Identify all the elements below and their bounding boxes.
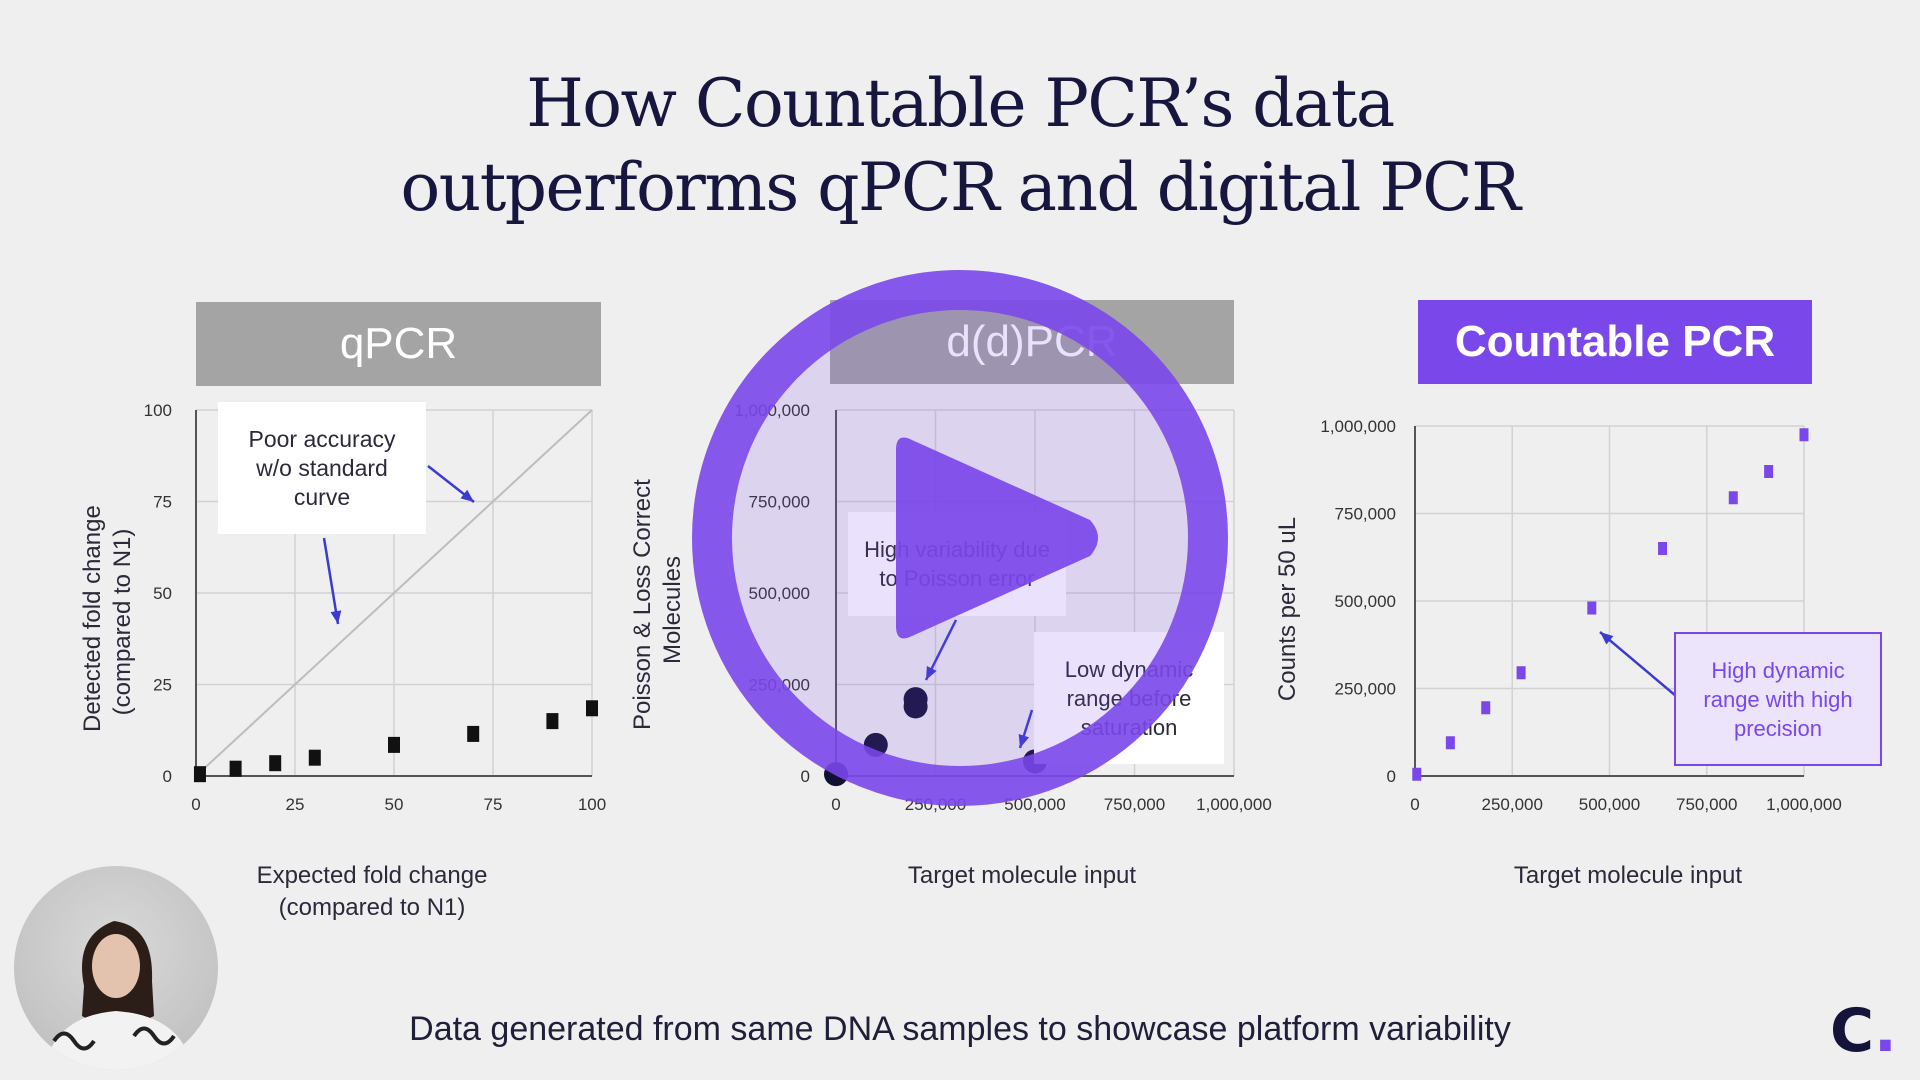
- countable-callout: High dynamic range with high precision: [1674, 632, 1882, 766]
- qpcr-arrow-points-head: [330, 610, 342, 624]
- qpcr-arrow-diagonal: [427, 465, 475, 503]
- countable-x-axis-label: Target molecule input: [1513, 862, 1743, 889]
- qpcr-y-axis-label-line2: (compared to N1): [109, 528, 136, 716]
- qpcr-data-point: [229, 760, 242, 777]
- countable-arrow-head: [1600, 632, 1614, 645]
- qpcr-x-tick: 75: [484, 795, 503, 814]
- countable-y-tick: 250,000: [1335, 680, 1396, 699]
- qpcr-data-point: [269, 755, 282, 772]
- qpcr-data-point: [193, 766, 206, 783]
- qpcr-header: qPCR: [196, 302, 601, 386]
- slide-title: How Countable PCR’s data outperforms qPC…: [0, 62, 1920, 230]
- qpcr-y-tick: 50: [153, 584, 172, 603]
- countable-y-tick: 1,000,000: [1320, 417, 1396, 436]
- qpcr-y-tick: 100: [144, 401, 172, 420]
- video-play-button[interactable]: [690, 268, 1230, 808]
- countable-x-tick: 1,000,000: [1766, 795, 1842, 814]
- qpcr-y-tick: 25: [153, 676, 172, 695]
- footer-caption: Data generated from same DNA samples to …: [409, 1010, 1511, 1048]
- qpcr-y-tick: 75: [153, 493, 172, 512]
- ddpcr-y-axis-label-line1: Poisson & Loss Correct: [629, 479, 656, 730]
- qpcr-arrow-diagonal-head: [460, 489, 474, 502]
- countable-data-point: [1799, 428, 1809, 442]
- qpcr-y-axis-label-line1: Detected fold change: [79, 505, 106, 732]
- qpcr-x-tick: 100: [578, 795, 606, 814]
- ddpcr-x-axis-label: Target molecule input: [907, 862, 1137, 889]
- logo-dot: .: [1874, 996, 1897, 1066]
- qpcr-x-axis-label-line1: Expected fold change: [256, 862, 488, 889]
- countable-pcr-header: Countable PCR: [1418, 300, 1812, 384]
- countable-data-point: [1516, 666, 1526, 680]
- qpcr-data-point: [388, 736, 400, 753]
- countable-y-tick: 0: [1387, 767, 1396, 786]
- ddpcr-y-axis-label: Poisson & Loss Correct Molecules: [628, 479, 688, 730]
- qpcr-y-axis-label: Detected fold change (compared to N1): [78, 505, 138, 732]
- slide-title-line1: How Countable PCR’s data: [526, 65, 1395, 142]
- countable-data-point: [1481, 701, 1491, 715]
- qpcr-data-point: [308, 749, 321, 766]
- presenter-silhouette-icon: [44, 921, 192, 1070]
- countable-x-tick: 750,000: [1676, 795, 1737, 814]
- countable-logo: C.: [1830, 996, 1897, 1066]
- logo-letter: C: [1830, 996, 1875, 1066]
- countable-x-tick: 500,000: [1579, 795, 1640, 814]
- countable-arrow: [1599, 631, 1677, 697]
- ddpcr-y-axis-label-line2: Molecules: [659, 555, 686, 665]
- countable-y-tick: 500,000: [1335, 592, 1396, 611]
- countable-data-point: [1587, 601, 1597, 615]
- qpcr-x-tick: 25: [286, 795, 305, 814]
- countable-data-point: [1658, 542, 1668, 555]
- qpcr-data-point: [546, 713, 559, 730]
- qpcr-callout: Poor accuracy w/o standard curve: [218, 402, 426, 534]
- qpcr-data-point: [467, 725, 480, 742]
- qpcr-x-axis-label: Expected fold change (compared to N1): [212, 860, 532, 924]
- play-icon: [896, 437, 1098, 639]
- countable-x-tick: 0: [1410, 795, 1419, 814]
- countable-data-point: [1728, 491, 1738, 505]
- countable-data-point: [1764, 465, 1774, 478]
- qpcr-y-tick: 0: [163, 767, 172, 786]
- countable-y-tick: 750,000: [1335, 505, 1396, 524]
- qpcr-x-tick: 50: [385, 795, 404, 814]
- qpcr-x-axis-label-line2: (compared to N1): [278, 894, 466, 921]
- countable-x-tick: 250,000: [1482, 795, 1543, 814]
- countable-data-point: [1412, 767, 1422, 781]
- qpcr-arrow-points: [322, 537, 340, 625]
- countable-y-axis-label: Counts per 50 uL: [1274, 516, 1301, 702]
- qpcr-data-point: [586, 700, 598, 717]
- slide-title-line2: outperforms qPCR and digital PCR: [400, 149, 1521, 226]
- presenter-avatar: [14, 866, 218, 1070]
- qpcr-x-tick: 0: [191, 795, 200, 814]
- countable-data-point: [1445, 736, 1455, 750]
